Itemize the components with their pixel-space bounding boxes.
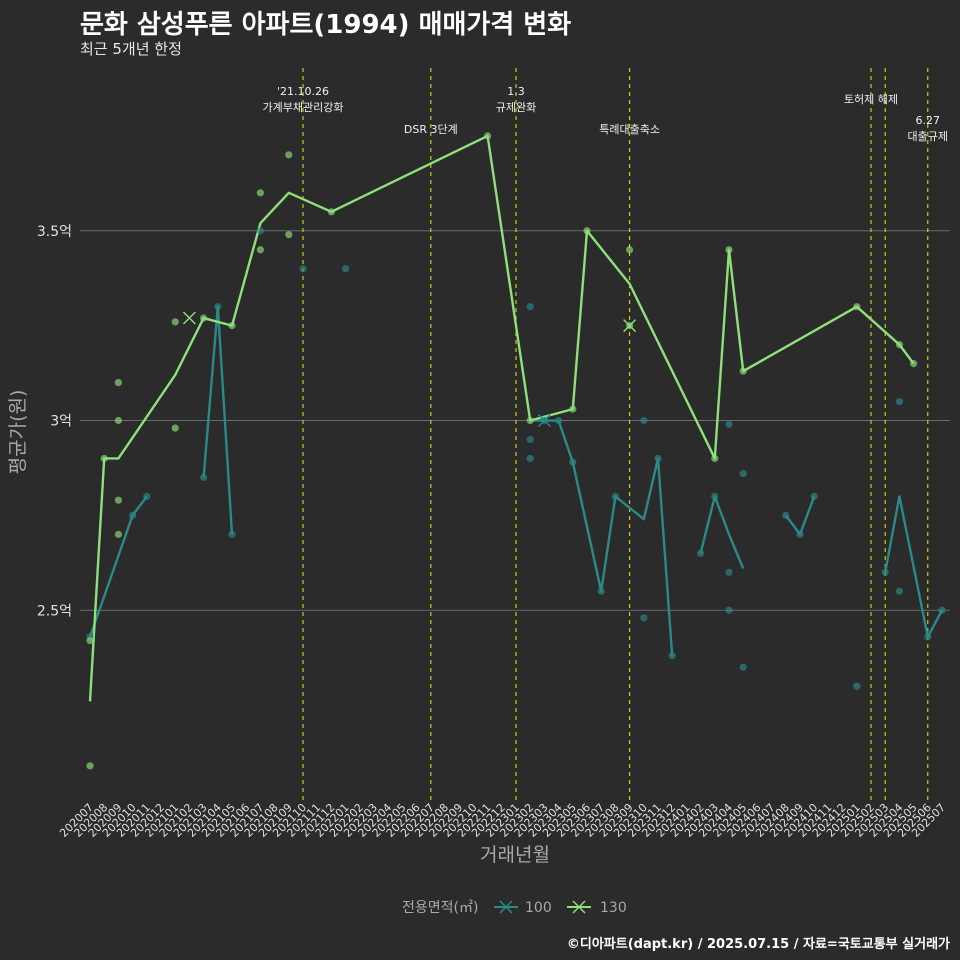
data-point-130 (739, 367, 747, 375)
data-point-130 (171, 424, 179, 432)
data-point-130 (285, 151, 293, 159)
data-point-100 (342, 265, 350, 273)
data-point-130 (711, 454, 719, 463)
data-point-130 (853, 303, 861, 311)
data-point-130 (583, 227, 591, 235)
data-point-100 (810, 492, 818, 501)
data-point-130 (895, 341, 904, 349)
data-point-100 (555, 416, 563, 425)
data-point-100 (214, 303, 222, 311)
legend: 전용면적(㎡) 100 130 (402, 900, 627, 916)
chart-title: 문화 삼성푸른 아파트(1994) 매매가격 변화 (80, 10, 572, 40)
data-point-130 (114, 416, 122, 425)
data-point-130 (228, 322, 236, 330)
data-point-130 (327, 208, 335, 216)
series-line-100 (784, 495, 816, 536)
data-point-100 (697, 549, 705, 557)
data-point-130 (256, 246, 264, 254)
data-point-130 (484, 132, 492, 140)
event-annotation: 토허제 해제 (844, 92, 898, 106)
chart-subtitle: 최근 5개년 한정 (80, 40, 182, 58)
series-line-100 (530, 419, 674, 656)
data-point-130 (910, 359, 918, 368)
data-point-130 (86, 762, 94, 770)
grid-lines (80, 230, 950, 611)
event-annotation: 6.27 (916, 114, 941, 127)
y-axis-label: 평균가(원) (7, 390, 29, 475)
data-point-100 (256, 227, 264, 235)
data-point-100 (200, 473, 208, 482)
x-axis-label: 거래년월 (480, 844, 550, 866)
data-point-100 (611, 492, 620, 501)
data-point-100 (228, 530, 236, 538)
data-point-130 (86, 637, 94, 645)
data-point-130 (725, 246, 733, 254)
data-point-100 (924, 633, 932, 641)
data-point-100 (526, 435, 534, 444)
legend-entry-130: 130 (567, 900, 627, 916)
event-annotation: '21.10.26 (277, 85, 329, 98)
y-tick-label: 3억 (50, 414, 72, 430)
series-line-100 (699, 495, 745, 569)
data-point-100 (711, 492, 719, 501)
series-line-100 (884, 495, 944, 639)
data-point-100 (597, 587, 605, 595)
series-points (86, 132, 946, 770)
data-point-100 (853, 682, 861, 690)
data-point-130 (100, 454, 108, 463)
data-point-100 (895, 397, 904, 406)
event-annotation: 대출규제 (908, 130, 948, 143)
data-point-130 (526, 416, 534, 425)
legend-label-100: 100 (525, 900, 552, 916)
legend-label-130: 130 (600, 900, 627, 916)
x-marker-100 (537, 414, 551, 428)
y-tick-labels: 2.5억 3억 3.5억 (37, 224, 72, 619)
legend-entry-100: 100 (494, 900, 552, 916)
event-annotation: 특례대출축소 (599, 123, 660, 136)
data-point-100 (299, 265, 307, 273)
data-point-100 (725, 420, 733, 428)
event-annotation: 규제완화 (496, 101, 536, 114)
data-point-100 (739, 470, 747, 478)
data-point-100 (129, 511, 137, 519)
data-point-100 (938, 606, 946, 614)
data-point-100 (143, 492, 151, 501)
data-point-100 (782, 511, 790, 519)
data-point-130 (114, 378, 122, 387)
data-point-100 (725, 568, 733, 576)
data-point-130 (256, 189, 264, 197)
data-point-100 (881, 568, 889, 576)
data-point-100 (640, 614, 648, 622)
data-point-130 (114, 496, 122, 504)
data-point-100 (895, 587, 904, 595)
y-tick-label: 3.5억 (37, 224, 72, 240)
data-point-100 (526, 454, 534, 463)
x-marker-130 (623, 319, 637, 333)
event-annotation: 1.3 (507, 85, 525, 98)
data-point-100 (654, 454, 662, 463)
data-point-130 (171, 318, 179, 326)
data-point-130 (626, 246, 634, 254)
data-point-100 (668, 652, 676, 660)
data-point-100 (640, 416, 648, 425)
data-point-100 (526, 303, 534, 311)
series-line-130 (88, 134, 915, 702)
source-caption: ©디아파트(dapt.kr) / 2025.07.15 / 자료=국토교통부 실… (566, 937, 950, 952)
event-annotation: DSR 3단계 (404, 123, 458, 136)
data-point-130 (569, 405, 577, 413)
x-marker-130 (182, 311, 196, 325)
data-point-100 (569, 458, 577, 466)
event-annotation: 가계부채관리강화 (263, 101, 344, 114)
legend-title: 전용면적(㎡) (402, 900, 478, 916)
data-point-130 (114, 530, 122, 538)
data-point-100 (739, 663, 747, 671)
x-tick-labels: 2020072020082020092020102020112020122021… (57, 801, 948, 840)
data-point-100 (725, 606, 733, 614)
data-point-130 (200, 314, 208, 322)
data-point-100 (796, 530, 804, 538)
y-tick-label: 2.5억 (37, 603, 72, 619)
data-point-130 (285, 230, 293, 239)
